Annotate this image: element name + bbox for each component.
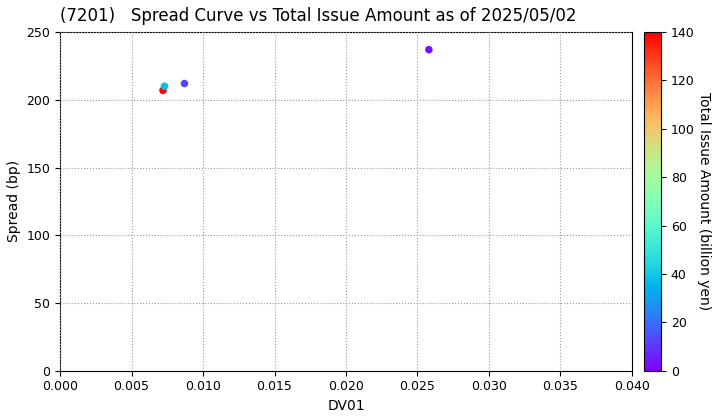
Point — [158, 83, 170, 89]
Point — [157, 87, 168, 94]
Point — [179, 80, 190, 87]
X-axis label: DV01: DV01 — [327, 399, 365, 413]
Y-axis label: Spread (bp): Spread (bp) — [7, 160, 21, 242]
Text: (7201)   Spread Curve vs Total Issue Amount as of 2025/05/02: (7201) Spread Curve vs Total Issue Amoun… — [60, 7, 577, 25]
Y-axis label: Total Issue Amount (billion yen): Total Issue Amount (billion yen) — [698, 92, 711, 310]
Point — [423, 46, 435, 53]
